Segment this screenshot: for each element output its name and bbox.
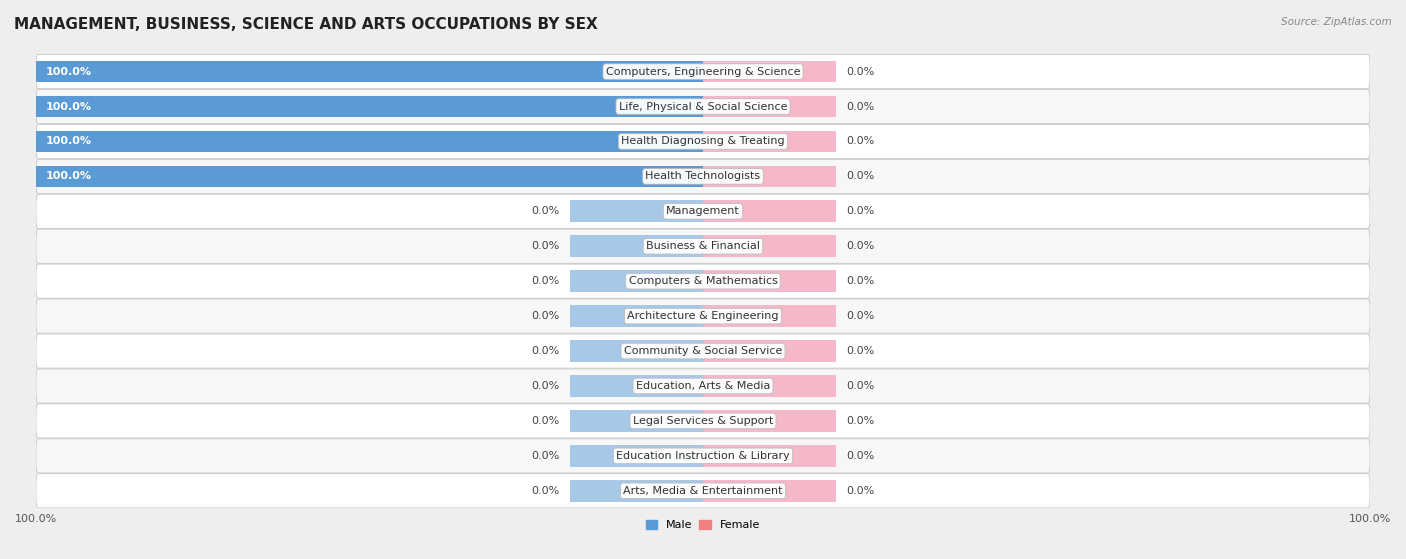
FancyBboxPatch shape bbox=[37, 404, 1369, 438]
Text: Education, Arts & Media: Education, Arts & Media bbox=[636, 381, 770, 391]
Text: 100.0%: 100.0% bbox=[46, 102, 93, 112]
Bar bbox=[569, 480, 703, 501]
Text: Computers & Mathematics: Computers & Mathematics bbox=[628, 276, 778, 286]
FancyBboxPatch shape bbox=[37, 369, 1369, 403]
Bar bbox=[569, 375, 703, 397]
FancyBboxPatch shape bbox=[37, 194, 1369, 229]
Bar bbox=[703, 235, 837, 257]
Text: Business & Financial: Business & Financial bbox=[645, 241, 761, 251]
FancyBboxPatch shape bbox=[37, 54, 1369, 89]
Text: 0.0%: 0.0% bbox=[531, 241, 560, 251]
Text: 0.0%: 0.0% bbox=[846, 102, 875, 112]
Text: 0.0%: 0.0% bbox=[846, 346, 875, 356]
Bar bbox=[703, 305, 837, 327]
Text: 0.0%: 0.0% bbox=[531, 451, 560, 461]
Text: 0.0%: 0.0% bbox=[531, 486, 560, 496]
FancyBboxPatch shape bbox=[37, 159, 1369, 193]
FancyBboxPatch shape bbox=[37, 439, 1369, 473]
Bar bbox=[703, 410, 837, 432]
Bar bbox=[703, 201, 837, 222]
Text: Life, Physical & Social Science: Life, Physical & Social Science bbox=[619, 102, 787, 112]
Bar bbox=[703, 131, 837, 152]
Text: Management: Management bbox=[666, 206, 740, 216]
FancyBboxPatch shape bbox=[37, 334, 1369, 368]
Text: Community & Social Service: Community & Social Service bbox=[624, 346, 782, 356]
Bar bbox=[703, 96, 837, 117]
Bar bbox=[569, 410, 703, 432]
Text: 0.0%: 0.0% bbox=[531, 416, 560, 426]
Text: 0.0%: 0.0% bbox=[846, 381, 875, 391]
Text: Health Diagnosing & Treating: Health Diagnosing & Treating bbox=[621, 136, 785, 146]
FancyBboxPatch shape bbox=[37, 89, 1369, 124]
Bar bbox=[569, 271, 703, 292]
Text: Arts, Media & Entertainment: Arts, Media & Entertainment bbox=[623, 486, 783, 496]
Text: 0.0%: 0.0% bbox=[531, 276, 560, 286]
Text: 0.0%: 0.0% bbox=[846, 276, 875, 286]
Bar bbox=[37, 131, 703, 152]
FancyBboxPatch shape bbox=[37, 473, 1369, 508]
Bar bbox=[569, 235, 703, 257]
Text: 100.0%: 100.0% bbox=[46, 172, 93, 181]
FancyBboxPatch shape bbox=[37, 229, 1369, 263]
Bar bbox=[703, 445, 837, 467]
Text: 0.0%: 0.0% bbox=[846, 451, 875, 461]
Bar bbox=[569, 201, 703, 222]
Text: Legal Services & Support: Legal Services & Support bbox=[633, 416, 773, 426]
Bar bbox=[703, 375, 837, 397]
Text: 0.0%: 0.0% bbox=[531, 311, 560, 321]
Text: Source: ZipAtlas.com: Source: ZipAtlas.com bbox=[1281, 17, 1392, 27]
FancyBboxPatch shape bbox=[37, 264, 1369, 299]
Text: 0.0%: 0.0% bbox=[846, 311, 875, 321]
Text: 0.0%: 0.0% bbox=[846, 416, 875, 426]
Bar bbox=[569, 340, 703, 362]
Bar bbox=[37, 165, 703, 187]
Text: Health Technologists: Health Technologists bbox=[645, 172, 761, 181]
Text: 0.0%: 0.0% bbox=[846, 486, 875, 496]
Bar bbox=[37, 61, 703, 82]
Text: Computers, Engineering & Science: Computers, Engineering & Science bbox=[606, 67, 800, 77]
FancyBboxPatch shape bbox=[37, 299, 1369, 333]
Bar bbox=[703, 165, 837, 187]
Text: 100.0%: 100.0% bbox=[46, 67, 93, 77]
Text: 0.0%: 0.0% bbox=[531, 381, 560, 391]
Bar bbox=[569, 305, 703, 327]
Text: Architecture & Engineering: Architecture & Engineering bbox=[627, 311, 779, 321]
Text: 0.0%: 0.0% bbox=[846, 172, 875, 181]
Text: 0.0%: 0.0% bbox=[846, 206, 875, 216]
Text: 100.0%: 100.0% bbox=[46, 136, 93, 146]
Text: 0.0%: 0.0% bbox=[846, 241, 875, 251]
Text: 0.0%: 0.0% bbox=[531, 206, 560, 216]
Bar bbox=[703, 340, 837, 362]
Text: 0.0%: 0.0% bbox=[846, 136, 875, 146]
Text: MANAGEMENT, BUSINESS, SCIENCE AND ARTS OCCUPATIONS BY SEX: MANAGEMENT, BUSINESS, SCIENCE AND ARTS O… bbox=[14, 17, 598, 32]
Bar bbox=[703, 271, 837, 292]
Text: Education Instruction & Library: Education Instruction & Library bbox=[616, 451, 790, 461]
FancyBboxPatch shape bbox=[37, 124, 1369, 159]
Bar bbox=[569, 445, 703, 467]
Bar bbox=[703, 480, 837, 501]
Bar bbox=[37, 96, 703, 117]
Bar bbox=[703, 61, 837, 82]
Text: 0.0%: 0.0% bbox=[846, 67, 875, 77]
Text: 0.0%: 0.0% bbox=[531, 346, 560, 356]
Legend: Male, Female: Male, Female bbox=[641, 515, 765, 534]
